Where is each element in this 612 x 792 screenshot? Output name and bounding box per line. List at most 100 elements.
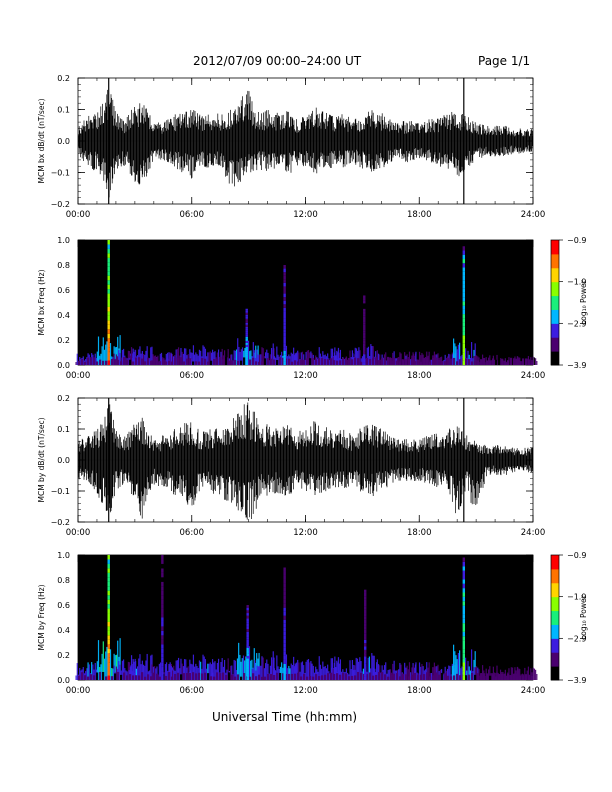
spectrogram-column [339, 659, 342, 680]
spectrogram-column [297, 659, 299, 680]
spectrogram-column [96, 351, 98, 365]
spectrogram-baseline [345, 673, 348, 680]
spectrogram-column [499, 358, 502, 365]
spectrogram-column [155, 668, 157, 680]
spectral-spike [246, 629, 249, 632]
spectrogram-column [374, 356, 376, 365]
spectrogram-column [526, 670, 528, 680]
panel-3-trace [78, 398, 533, 522]
spectrogram-column [333, 352, 336, 365]
spectrogram-column [245, 656, 247, 680]
spectrogram-column [150, 347, 152, 365]
spectrogram-baseline [225, 356, 228, 365]
spectrogram-column [91, 662, 93, 680]
spectrogram-baseline [396, 673, 399, 680]
spectrogram-column [263, 668, 265, 680]
spectral-spike [462, 605, 466, 610]
spectrogram-column [231, 665, 233, 680]
spectrogram-column [213, 662, 215, 680]
spectrogram-column [353, 664, 355, 680]
spectrogram-column [223, 350, 226, 365]
spectrogram-column [200, 661, 202, 680]
spectral-spike [245, 342, 248, 345]
spectral-spike [462, 297, 466, 302]
colorbar-tick-label: −0.9 [567, 551, 586, 560]
spectrogram-baseline [504, 360, 507, 365]
spectral-spike [283, 591, 286, 596]
spectrogram-column [535, 358, 537, 365]
spectral-spike [245, 360, 248, 363]
colorbar-tick-label: −1.9 [567, 593, 586, 602]
spectrogram-baseline [87, 676, 90, 680]
spectral-spike [462, 666, 466, 672]
spectrogram-column [488, 357, 490, 365]
spectrogram-column [179, 668, 181, 680]
spectrogram-column [106, 341, 108, 365]
spectrogram-baseline [411, 358, 414, 365]
spectrogram-column [121, 660, 123, 680]
spectrogram-baseline [156, 357, 159, 365]
spectrogram-column [460, 668, 462, 680]
spectral-spike [462, 631, 466, 637]
spectrogram-column [451, 665, 454, 680]
spectrogram-column [404, 352, 406, 365]
spectrogram-baseline [432, 358, 435, 365]
spectrogram-column [267, 663, 269, 680]
spectrogram-column [418, 662, 421, 680]
spectral-spike [245, 318, 248, 321]
spectrogram-column [109, 343, 112, 365]
spectral-spike [462, 566, 466, 571]
spectral-spike [283, 304, 286, 308]
spectrogram-baseline [471, 361, 474, 365]
spectrogram-column [347, 672, 349, 680]
spectrogram-column [238, 642, 240, 680]
spectrogram-column [355, 348, 358, 365]
spectrogram-column [239, 351, 241, 365]
spectrogram-column [275, 670, 277, 680]
spectral-spike [107, 644, 110, 649]
spectrogram-baseline [204, 672, 207, 680]
spectrogram-baseline [480, 673, 483, 680]
spectrogram-column [239, 654, 241, 680]
spectrogram-column [474, 651, 476, 680]
y-tick-label: −0.1 [51, 169, 70, 178]
spectrogram-baseline [132, 675, 135, 680]
spectral-spike [245, 338, 248, 341]
spectrogram-column [518, 357, 520, 365]
spectral-spike [161, 617, 164, 622]
spectrogram-column [297, 350, 299, 365]
spectrogram-column [180, 348, 182, 365]
spectrogram-column [361, 356, 364, 365]
spectrogram-baseline [396, 361, 399, 365]
spectral-spike [107, 266, 110, 272]
spectral-spike [107, 675, 110, 680]
spectrogram-baseline [522, 676, 525, 680]
spectrogram-column [322, 661, 324, 680]
spectrogram-column [133, 661, 135, 680]
spectrogram-baseline [408, 359, 411, 365]
spectrogram-column [262, 657, 264, 680]
spectral-spike [107, 315, 110, 321]
spectral-spike [245, 356, 248, 359]
spectral-spike [107, 324, 110, 330]
spectrogram-baseline [471, 672, 474, 680]
spectral-spike [246, 613, 249, 616]
spectrogram-column [202, 654, 204, 680]
spectral-spike [107, 248, 110, 254]
spectral-spike [462, 326, 466, 332]
spectral-spike [161, 648, 164, 654]
spectrogram-baseline [486, 360, 489, 365]
spectrogram-column [449, 354, 451, 365]
x-tick-label: 18:00 [407, 528, 432, 538]
spectrogram-column [517, 666, 519, 680]
spectrogram-baseline [384, 674, 387, 680]
spectrogram-column [141, 351, 143, 365]
spectral-spike [462, 284, 466, 289]
spectrogram-column [410, 359, 412, 365]
spectrogram-column [165, 353, 167, 365]
spectrogram-baseline [84, 675, 87, 680]
spectrogram-column [113, 665, 115, 680]
spectrogram-baseline [414, 361, 417, 365]
spectrogram-column [241, 347, 244, 365]
spectrogram-baseline [399, 361, 402, 365]
